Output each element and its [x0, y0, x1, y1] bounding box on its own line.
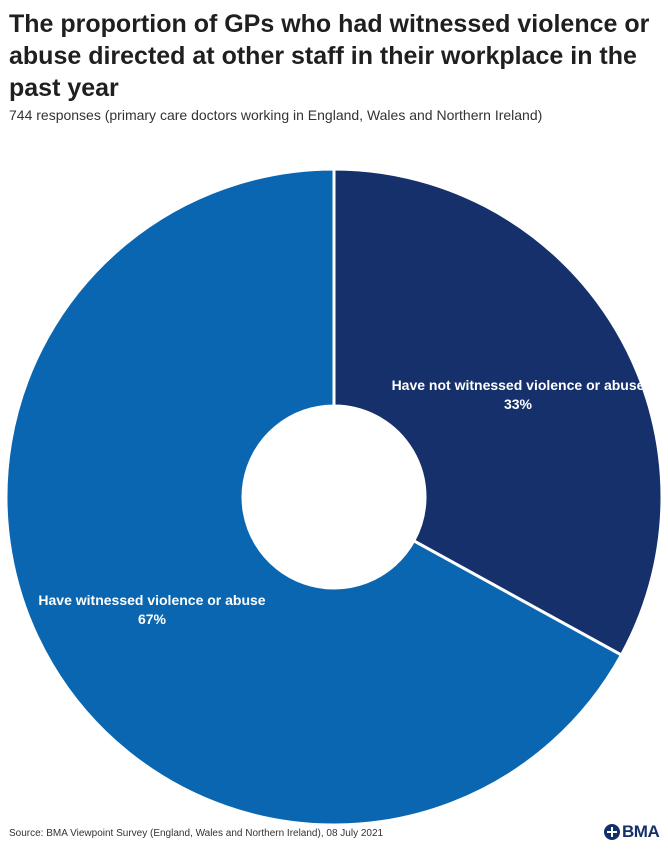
donut-slice: [4, 167, 624, 827]
source-note: Source: BMA Viewpoint Survey (England, W…: [9, 828, 384, 839]
chart-subtitle: 744 responses (primary care doctors work…: [9, 107, 543, 123]
bma-logo: BMA: [604, 822, 660, 842]
slice-value-label: 67%: [138, 611, 167, 627]
donut-chart-svg: Have not witnessed violence or abuse 33% H…: [4, 167, 664, 827]
slice-label: Have witnessed violence or abuse: [38, 592, 265, 608]
donut-chart: Have not witnessed violence or abuse 33% H…: [0, 160, 668, 830]
bma-logo-icon: [604, 824, 620, 840]
donut-slice: [332, 167, 664, 658]
chart-title: The proportion of GPs who had witnessed …: [9, 10, 650, 102]
bma-logo-text: BMA: [622, 822, 660, 841]
slice-label: Have not witnessed violence or abuse: [392, 377, 645, 393]
slice-value-label: 33%: [504, 396, 533, 412]
